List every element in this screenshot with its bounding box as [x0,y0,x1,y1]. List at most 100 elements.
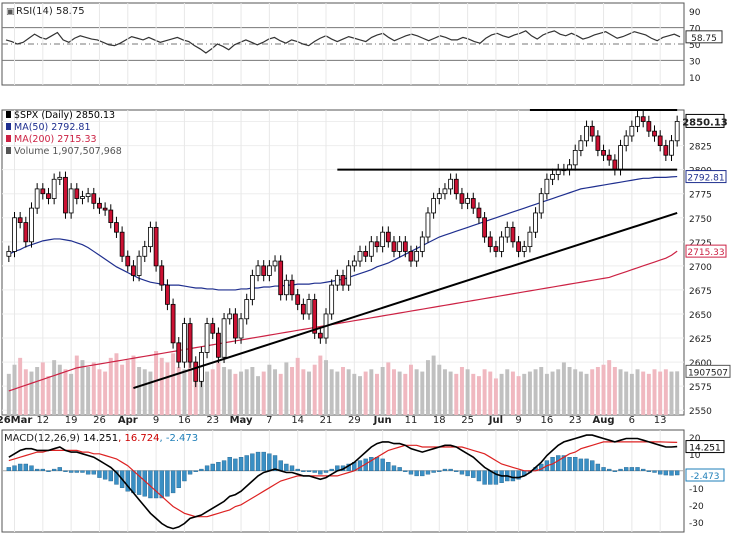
volume-bar [244,369,249,415]
volume-current-label: 1907507 [688,368,728,378]
volume-bar [414,369,419,415]
candle-body [402,241,408,252]
candle-body [153,226,159,267]
volume-bar [346,369,351,415]
candle-body [521,246,527,252]
volume-bar [205,371,210,415]
macd-histogram-bar [318,470,323,475]
macd-histogram-bar [295,468,300,472]
macd-histogram-bar [159,470,164,499]
macd-current-badge [685,468,725,482]
volume-bar [210,369,215,415]
candle-body [216,332,221,358]
ma200-line [8,250,678,392]
volume-bar [375,373,379,415]
macd-histogram-bar [471,470,476,478]
volume-bar [273,369,278,415]
candle-body [261,265,267,276]
candle-body [131,265,136,276]
volume-bar [250,367,255,415]
macd-histogram-bar [199,468,204,472]
volume-bar [69,373,74,415]
macd-histogram-bar [261,451,266,472]
volume-bar [607,360,612,415]
volume-bar [578,371,583,415]
volume-current-badge [685,364,731,378]
candle-body [317,332,323,339]
macd-histogram-bar [17,463,23,472]
candle-body [74,188,80,199]
macd-histogram-bar [612,470,618,472]
price-current-badge [685,113,725,128]
volume-bar [278,373,283,415]
x-tick-label: 16 [541,415,554,426]
macd-histogram-bar [125,470,130,492]
macd-histogram-bar [63,470,68,472]
macd-histogram-bar [323,470,329,473]
macd-histogram-bar [573,457,578,472]
macd-histogram-bar [233,458,238,471]
volume-bar [465,369,470,415]
candle-body [380,231,386,248]
macd-histogram-bar [227,457,232,472]
volume-bar [522,373,527,415]
macd-histogram-bar [91,470,96,475]
volume-bar [510,371,515,415]
volume-bar [46,376,51,415]
uptrend-line [133,211,678,390]
legend-entry: MA(200) 2715.33 [14,134,97,145]
macd-histogram-bar [403,470,408,472]
candle-body [148,226,153,248]
candle-body [57,176,63,180]
macd-title: MACD(12,26,9) 14.251, 16.724, -2.473 [4,433,198,444]
volume-bar [386,362,391,415]
candle-body [527,231,533,248]
candle-body [23,222,29,243]
volume-bar [165,362,170,415]
rsi-current-label: 58.75 [691,34,717,44]
volume-bar [40,362,45,415]
macd-histogram-bar [561,455,567,472]
candle-body [68,188,74,214]
macd-histogram-bar [46,470,51,472]
volume-bar [618,369,623,415]
macd-histogram-bar [51,468,57,472]
legend-entry: $SPX (Daily) 2850.13 [14,110,115,121]
candle-body [595,135,601,151]
price-tick-label: 2600 [689,359,712,369]
volume-bar [612,367,617,415]
macd-histogram-bar [329,468,334,472]
macd-histogram-bar [23,463,29,472]
candle-body [368,241,374,257]
x-tick-label: 21 [320,415,333,426]
candle-body [606,154,612,161]
volume-bar [539,367,544,415]
volume-bar [23,369,28,415]
macd-histogram-bar [459,470,465,475]
ma-current-badge [685,244,727,258]
macd-histogram-bar [499,470,504,483]
candle-body [266,265,272,276]
macd-histogram-bar [136,470,142,495]
candle-body [550,174,555,180]
candle-body [612,159,618,171]
candle-body [306,299,312,315]
candle-body [414,251,420,262]
macd-histogram-bar [278,460,283,472]
macd-tick-label: -30 [689,519,704,529]
candle-body [499,236,504,252]
x-tick-label: 7 [266,415,272,426]
candle-body [283,279,289,296]
candle-body [300,303,306,315]
macd-histogram-bar [80,470,85,473]
x-tick-label: May [230,415,253,426]
candle-body [453,178,459,195]
macd-histogram-bar [476,470,482,482]
rsi-tick-label: 70 [689,25,701,35]
candle-body [165,284,170,305]
candle-body [312,299,318,334]
volume-bar [669,371,674,415]
candle-body [210,323,216,334]
candle-body [85,193,91,197]
